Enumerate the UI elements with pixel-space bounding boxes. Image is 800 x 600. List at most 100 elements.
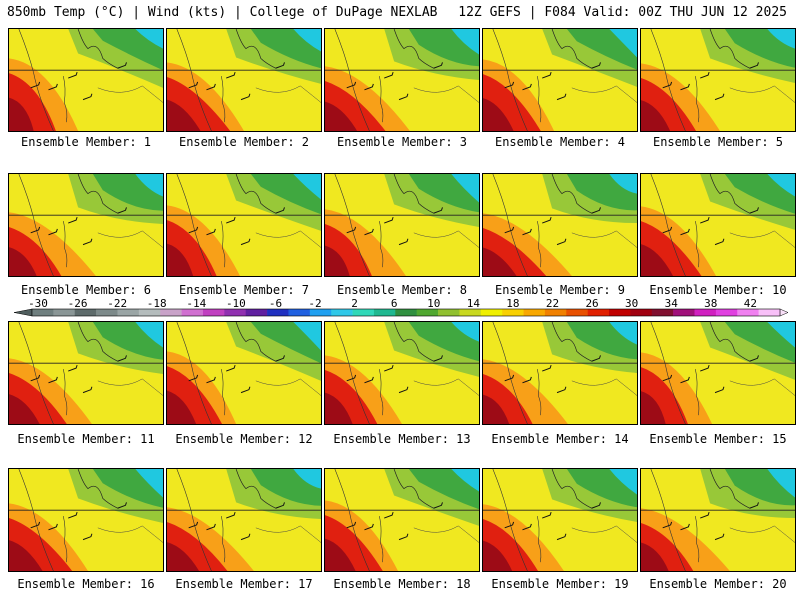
temperature-map <box>483 29 637 131</box>
colorbar-swatch <box>587 309 610 316</box>
colorbar-swatch <box>459 309 482 316</box>
temperature-map <box>9 174 163 276</box>
temperature-map <box>483 322 637 424</box>
colorbar-swatch <box>480 309 503 316</box>
temperature-map <box>167 29 321 131</box>
colorbar-tick-label: -14 <box>186 297 206 310</box>
ensemble-member-label: Ensemble Member: 20 <box>649 577 787 591</box>
colorbar-swatch <box>715 309 738 316</box>
colorbar-swatch <box>502 309 524 316</box>
ensemble-member-label: Ensemble Member: 10 <box>649 283 787 297</box>
colorbar-tick-label: 10 <box>427 297 440 310</box>
colorbar-swatch <box>245 309 268 316</box>
colorbar-tick-label: 42 <box>744 297 757 310</box>
ensemble-member-label: Ensemble Member: 8 <box>336 283 468 297</box>
ensemble-member-label: Ensemble Member: 11 <box>17 432 155 446</box>
ensemble-member-label: Ensemble Member: 1 <box>20 135 152 149</box>
ensemble-map-panel <box>640 173 796 277</box>
model-run-info: 12Z GEFS | F084 Valid: 00Z THU JUN 12 20… <box>458 5 787 20</box>
colorbar-tick-label: 22 <box>546 297 559 310</box>
colorbar-swatch <box>74 309 97 316</box>
temperature-map <box>325 174 479 276</box>
colorbar-tick-label: 38 <box>704 297 717 310</box>
colorbar-swatch <box>32 309 54 316</box>
temperature-map <box>325 469 479 571</box>
ensemble-map-panel <box>482 173 638 277</box>
temperature-map <box>325 322 479 424</box>
colorbar-tick-label: 2 <box>351 297 358 310</box>
colorbar-tick-label: 14 <box>467 297 481 310</box>
temperature-map <box>483 469 637 571</box>
colorbar-tick-label: -22 <box>107 297 127 310</box>
colorbar-swatch <box>416 309 439 316</box>
map-title: 850mb Temp (°C) | Wind (kts) | College o… <box>7 5 438 20</box>
ensemble-map-panel <box>8 28 164 132</box>
colorbar-swatch <box>352 309 375 316</box>
temperature-map <box>167 174 321 276</box>
colorbar-swatch <box>651 309 674 316</box>
ensemble-member-label: Ensemble Member: 18 <box>333 577 471 591</box>
colorbar-swatch <box>53 309 76 316</box>
ensemble-map-panel <box>640 468 796 572</box>
temperature-colorbar: -30 -26 -22 -18 -14 -10 -6 -2 2 6 10 14 18 22 26 30 34 38… <box>10 297 790 319</box>
colorbar-swatch <box>160 309 182 316</box>
temperature-map <box>167 322 321 424</box>
temperature-map <box>9 469 163 571</box>
temperature-map <box>9 322 163 424</box>
ensemble-map-panel <box>166 173 322 277</box>
ensemble-map-panel <box>640 321 796 425</box>
colorbar-swatch <box>309 309 332 316</box>
temperature-map <box>325 29 479 131</box>
ensemble-map-panel <box>324 321 480 425</box>
ensemble-map-panel <box>640 28 796 132</box>
ensemble-member-label: Ensemble Member: 9 <box>494 283 626 297</box>
colorbar-tick-label: 30 <box>625 297 638 310</box>
colorbar-swatch <box>630 309 653 316</box>
ensemble-member-label: Ensemble Member: 13 <box>333 432 471 446</box>
colorbar-tick-label: -2 <box>308 297 321 310</box>
ensemble-map-panel <box>166 28 322 132</box>
ensemble-member-label: Ensemble Member: 4 <box>494 135 626 149</box>
ensemble-map-panel <box>482 468 638 572</box>
ensemble-map-panel <box>8 468 164 572</box>
colorbar-tick-label: 26 <box>585 297 598 310</box>
temperature-map <box>641 469 795 571</box>
ensemble-member-label: Ensemble Member: 2 <box>178 135 310 149</box>
temperature-map <box>641 174 795 276</box>
ensemble-member-label: Ensemble Member: 16 <box>17 577 155 591</box>
ensemble-map-panel <box>8 173 164 277</box>
colorbar-swatch <box>138 309 161 316</box>
colorbar-swatch <box>373 309 396 316</box>
colorbar-tick-label: 34 <box>665 297 679 310</box>
temperature-map <box>483 174 637 276</box>
ensemble-map-panel <box>8 321 164 425</box>
colorbar-tick-label: -18 <box>147 297 167 310</box>
ensemble-member-label: Ensemble Member: 19 <box>491 577 629 591</box>
temperature-map <box>641 322 795 424</box>
colorbar-tick-label: -30 <box>28 297 48 310</box>
ensemble-member-label: Ensemble Member: 5 <box>652 135 784 149</box>
colorbar-swatch <box>395 309 417 316</box>
ensemble-member-label: Ensemble Member: 3 <box>336 135 468 149</box>
colorbar-swatch <box>544 309 567 316</box>
colorbar-swatch <box>609 309 631 316</box>
ensemble-map-panel <box>324 468 480 572</box>
colorbar-swatch <box>523 309 546 316</box>
ensemble-map-panel <box>482 28 638 132</box>
colorbar-swatch <box>224 309 247 316</box>
colorbar-swatch <box>438 309 460 316</box>
ensemble-member-label: Ensemble Member: 17 <box>175 577 313 591</box>
colorbar-swatch <box>737 309 759 316</box>
colorbar-swatch <box>331 309 353 316</box>
colorbar-tick-label: -26 <box>68 297 88 310</box>
ensemble-member-label: Ensemble Member: 7 <box>178 283 310 297</box>
ensemble-map-panel <box>324 173 480 277</box>
colorbar-swatch <box>694 309 717 316</box>
ensemble-member-label: Ensemble Member: 6 <box>20 283 152 297</box>
temperature-map <box>641 29 795 131</box>
colorbar-swatch <box>181 309 204 316</box>
temperature-map <box>9 29 163 131</box>
ensemble-map-panel <box>166 321 322 425</box>
temperature-map <box>167 469 321 571</box>
colorbar-tick-label: 6 <box>391 297 398 310</box>
